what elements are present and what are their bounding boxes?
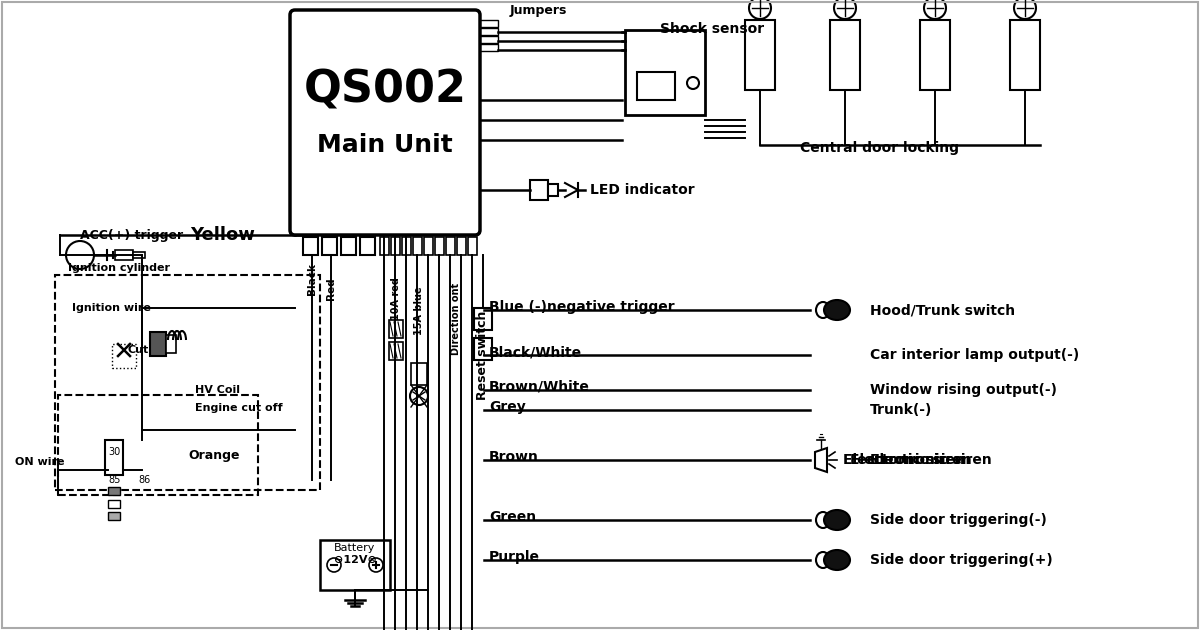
Text: Brown/White: Brown/White xyxy=(490,380,590,394)
Text: 85: 85 xyxy=(108,475,120,485)
Bar xyxy=(745,20,775,90)
Bar xyxy=(478,44,498,51)
Text: Brown: Brown xyxy=(490,450,539,464)
Bar xyxy=(391,237,400,255)
Text: Trunk(-): Trunk(-) xyxy=(870,403,932,417)
Bar xyxy=(410,363,427,385)
Bar xyxy=(530,180,548,200)
FancyBboxPatch shape xyxy=(290,10,480,235)
Bar xyxy=(436,237,444,255)
Bar xyxy=(150,332,166,356)
Bar xyxy=(115,250,133,260)
Bar xyxy=(166,335,176,353)
Bar xyxy=(341,237,356,255)
Bar xyxy=(133,252,145,258)
Text: Side door triggering(-): Side door triggering(-) xyxy=(870,513,1046,527)
Text: Side door triggering(+): Side door triggering(+) xyxy=(870,553,1052,567)
Text: Electronic siren: Electronic siren xyxy=(850,453,972,467)
Circle shape xyxy=(834,0,856,19)
Bar xyxy=(548,184,558,196)
Bar xyxy=(1010,20,1040,90)
Bar xyxy=(389,342,403,360)
Text: Electronic siren: Electronic siren xyxy=(870,453,991,467)
Bar xyxy=(474,308,492,330)
Circle shape xyxy=(326,558,341,572)
Text: ON wire: ON wire xyxy=(14,457,65,467)
Bar xyxy=(625,30,706,115)
Bar xyxy=(468,237,478,255)
Circle shape xyxy=(686,77,698,89)
Text: Orange: Orange xyxy=(188,449,240,462)
Text: 30: 30 xyxy=(108,447,120,457)
Text: Green: Green xyxy=(490,510,536,524)
Ellipse shape xyxy=(824,550,850,570)
Bar xyxy=(446,237,455,255)
Text: Black/White: Black/White xyxy=(490,345,582,359)
Bar xyxy=(478,28,498,35)
Circle shape xyxy=(924,0,946,19)
Text: Hood/Trunk switch: Hood/Trunk switch xyxy=(870,303,1015,317)
Text: 15A blue: 15A blue xyxy=(414,287,424,335)
Bar xyxy=(322,237,337,255)
Bar xyxy=(108,512,120,520)
Bar xyxy=(108,487,120,495)
Ellipse shape xyxy=(824,300,850,320)
Text: Cut: Cut xyxy=(127,345,149,355)
Text: Blue (-)negative trigger: Blue (-)negative trigger xyxy=(490,300,674,314)
Ellipse shape xyxy=(824,510,850,530)
Bar xyxy=(320,540,390,590)
Circle shape xyxy=(66,241,94,269)
Text: LED indicator: LED indicator xyxy=(590,183,695,197)
Text: HV Coil: HV Coil xyxy=(194,385,240,395)
Text: Electronic siren: Electronic siren xyxy=(842,453,965,467)
Bar xyxy=(389,320,403,338)
Bar xyxy=(830,20,860,90)
Text: ACC(+) trigger: ACC(+) trigger xyxy=(80,229,184,241)
Bar xyxy=(474,338,492,360)
Bar xyxy=(637,72,674,100)
Bar xyxy=(457,237,466,255)
Text: 10A red: 10A red xyxy=(391,277,401,320)
Text: Engine cut off: Engine cut off xyxy=(194,403,283,413)
Text: Direction ont: Direction ont xyxy=(451,283,461,355)
Text: 86: 86 xyxy=(138,475,150,485)
Polygon shape xyxy=(815,448,827,472)
Bar xyxy=(108,500,120,508)
Bar xyxy=(360,237,374,255)
Ellipse shape xyxy=(816,552,830,568)
Text: Ignition cylinder: Ignition cylinder xyxy=(68,263,170,273)
Text: Grey: Grey xyxy=(490,400,526,414)
Bar xyxy=(380,237,389,255)
Text: Car interior lamp output(-): Car interior lamp output(-) xyxy=(870,348,1079,362)
Ellipse shape xyxy=(816,512,830,528)
Bar xyxy=(106,440,124,475)
Text: Black: Black xyxy=(307,263,317,295)
Ellipse shape xyxy=(816,302,830,318)
Text: Main Unit: Main Unit xyxy=(317,133,452,157)
Circle shape xyxy=(370,558,383,572)
Text: ⊖12V⊗: ⊖12V⊗ xyxy=(334,555,377,565)
Bar xyxy=(920,20,950,90)
Text: Shock sensor: Shock sensor xyxy=(660,22,764,36)
Text: Purple: Purple xyxy=(490,550,540,564)
Text: Battery: Battery xyxy=(335,543,376,553)
Bar xyxy=(402,237,410,255)
Text: Yellow: Yellow xyxy=(190,226,254,244)
Text: Window rising output(-): Window rising output(-) xyxy=(870,383,1057,397)
Bar xyxy=(302,237,318,255)
Bar xyxy=(478,36,498,43)
Text: Central door locking: Central door locking xyxy=(800,141,959,155)
Text: Reset switch: Reset switch xyxy=(476,311,490,400)
Bar xyxy=(413,237,422,255)
Circle shape xyxy=(410,387,428,405)
Circle shape xyxy=(749,0,772,19)
Text: Red: Red xyxy=(326,277,336,300)
Circle shape xyxy=(1014,0,1036,19)
Bar xyxy=(424,237,433,255)
Text: QS002: QS002 xyxy=(304,69,467,112)
Text: Ignition wire: Ignition wire xyxy=(72,303,151,313)
Bar xyxy=(478,20,498,27)
Text: Jumpers: Jumpers xyxy=(510,4,568,17)
